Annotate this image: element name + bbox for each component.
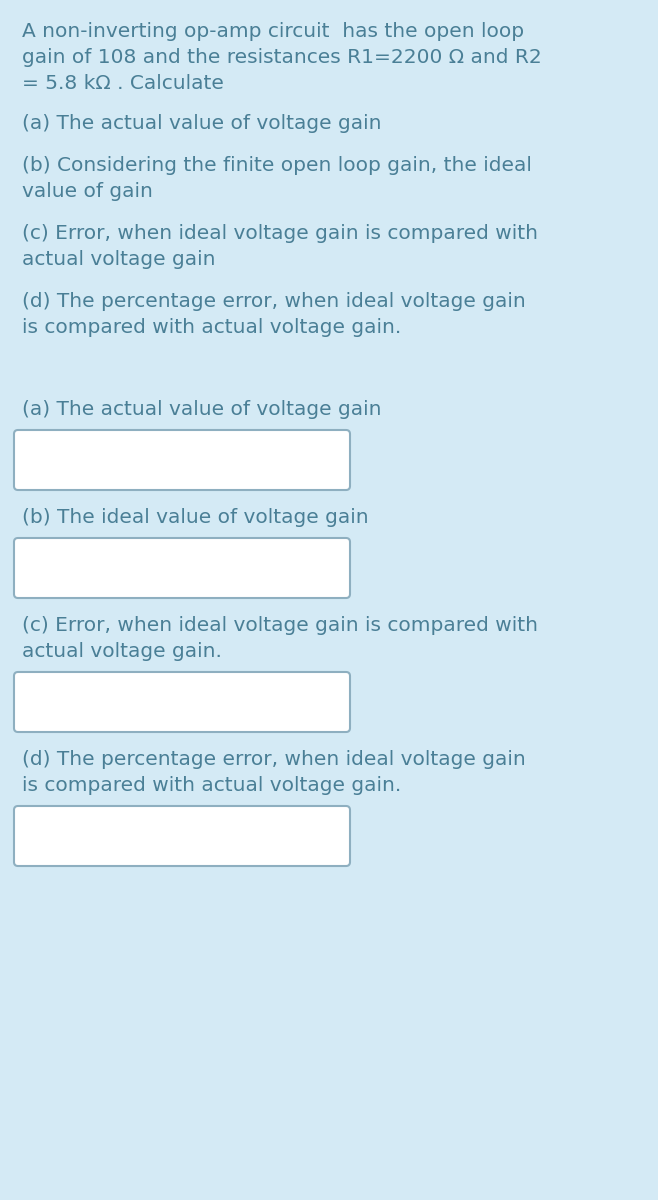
Text: (d) The percentage error, when ideal voltage gain: (d) The percentage error, when ideal vol… [22,750,526,769]
Text: (c) Error, when ideal voltage gain is compared with: (c) Error, when ideal voltage gain is co… [22,616,538,635]
Text: = 5.8 kΩ . Calculate: = 5.8 kΩ . Calculate [22,74,224,92]
FancyBboxPatch shape [14,672,350,732]
Text: (c) Error, when ideal voltage gain is compared with: (c) Error, when ideal voltage gain is co… [22,224,538,242]
Text: (b) Considering the finite open loop gain, the ideal: (b) Considering the finite open loop gai… [22,156,532,175]
Text: (a) The actual value of voltage gain: (a) The actual value of voltage gain [22,114,382,133]
Text: gain of 108 and the resistances R1=2200 Ω and R2: gain of 108 and the resistances R1=2200 … [22,48,542,67]
Text: (a) The actual value of voltage gain: (a) The actual value of voltage gain [22,400,382,419]
Text: (b) The ideal value of voltage gain: (b) The ideal value of voltage gain [22,508,368,527]
Text: A non-inverting op-amp circuit  has the open loop: A non-inverting op-amp circuit has the o… [22,22,524,41]
Text: value of gain: value of gain [22,182,153,200]
FancyBboxPatch shape [14,430,350,490]
Text: is compared with actual voltage gain.: is compared with actual voltage gain. [22,776,401,794]
Text: actual voltage gain: actual voltage gain [22,250,216,269]
FancyBboxPatch shape [14,806,350,866]
Text: actual voltage gain.: actual voltage gain. [22,642,222,661]
Text: (d) The percentage error, when ideal voltage gain: (d) The percentage error, when ideal vol… [22,292,526,311]
FancyBboxPatch shape [14,538,350,598]
Text: is compared with actual voltage gain.: is compared with actual voltage gain. [22,318,401,337]
